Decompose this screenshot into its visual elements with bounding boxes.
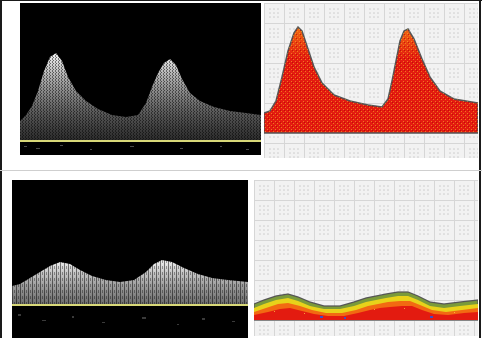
frame-right-border-top xyxy=(479,0,481,171)
frame-divider xyxy=(0,170,482,171)
color-panel-top xyxy=(264,3,478,158)
frame-top-border xyxy=(0,0,482,1)
doppler-panel-top xyxy=(20,3,261,155)
color-panel-bottom xyxy=(254,180,478,336)
damped-color-envelope-red xyxy=(254,306,478,320)
doppler-panel-bottom xyxy=(12,180,248,338)
frame-left-border xyxy=(0,0,2,171)
frame-left-border-bottom xyxy=(0,171,2,338)
frame-right-border-bottom xyxy=(479,171,481,338)
